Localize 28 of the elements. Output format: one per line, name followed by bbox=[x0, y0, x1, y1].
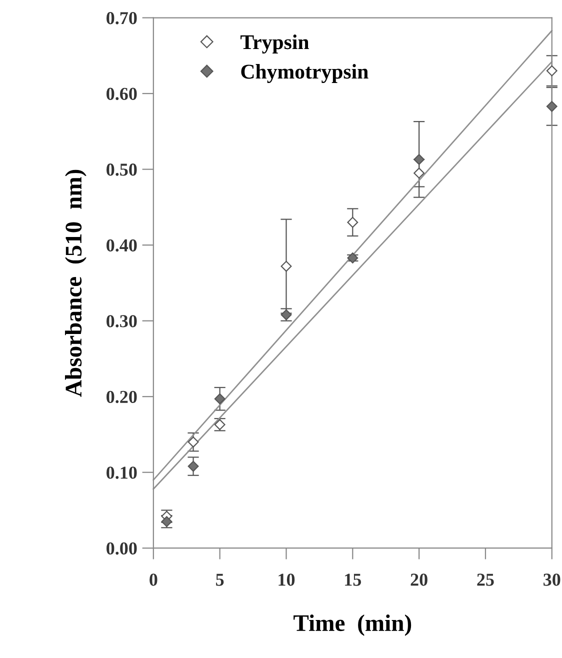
x-tick-label: 25 bbox=[477, 574, 494, 586]
x-tick-label: 15 bbox=[345, 574, 362, 586]
y-tick-label: 0.70 bbox=[106, 12, 137, 24]
x-tick-label: 5 bbox=[216, 574, 224, 586]
y-tick-label: 0.40 bbox=[106, 239, 137, 252]
x-tick-label: 20 bbox=[410, 574, 428, 586]
point bbox=[546, 100, 558, 112]
point bbox=[280, 260, 292, 272]
y-tick-label: 0.20 bbox=[106, 390, 137, 404]
point bbox=[214, 393, 226, 404]
point bbox=[546, 65, 558, 76]
y-tick-label: 0.50 bbox=[106, 164, 137, 176]
point bbox=[347, 216, 358, 228]
y-tick-label: 0.00 bbox=[106, 542, 137, 555]
point bbox=[414, 154, 425, 165]
point bbox=[188, 460, 199, 472]
x-tick-label: 10 bbox=[278, 574, 295, 586]
legend-label: Trypsin bbox=[240, 34, 309, 54]
y-axis-title: Absorbance (510 nm) bbox=[65, 170, 86, 397]
point bbox=[414, 168, 425, 179]
y-tick-label: 0.10 bbox=[106, 466, 137, 479]
x-axis-title: Time (min) bbox=[294, 614, 412, 636]
legend-label: Chymotrypsin bbox=[241, 64, 368, 84]
y-tick-label: 0.30 bbox=[106, 315, 137, 328]
point bbox=[188, 436, 199, 448]
x-tick-label: 0 bbox=[150, 574, 158, 586]
x-tick-label: 30 bbox=[544, 574, 560, 586]
y-tick-label: 0.60 bbox=[106, 88, 137, 100]
